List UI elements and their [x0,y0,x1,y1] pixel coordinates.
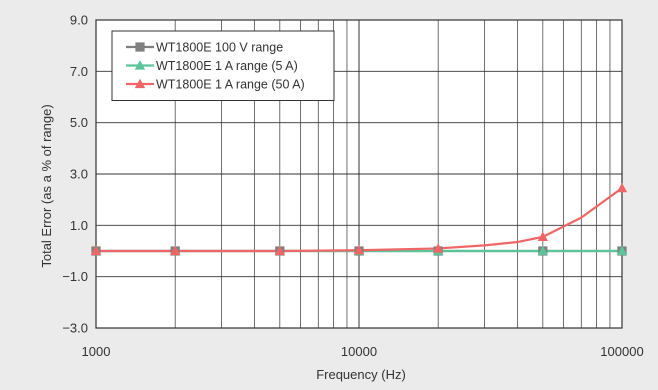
legend-label-1: WT1800E 1 A range (5 A) [156,59,298,73]
y-tick-label-4: 5.0 [70,115,88,130]
y-tick-label-2: 1.0 [70,218,88,233]
plot-frame [95,19,623,329]
y-axis-title: Total Error (as a % of range) [39,104,54,267]
series-2-point-0 [90,245,102,256]
y-tick-label-5: 7.0 [70,64,88,79]
legend-marker-0 [135,42,145,52]
series-2 [96,187,623,253]
series-1-point-5 [537,245,549,256]
series-2-point-4 [432,243,444,253]
y-tick-label-3: 3.0 [70,167,88,182]
series-2-point-2 [274,245,286,256]
series-2-point-1 [169,245,181,256]
legend-marker-2 [134,78,146,89]
x-axis-title: Frequency (Hz) [316,367,406,382]
legend-label-0: WT1800E 100 V range [156,41,283,55]
legend-label-2: WT1800E 1 A range (50 A) [156,78,305,92]
series-2-point-9 [616,182,628,193]
y-tick-label-1: −1.0 [62,269,88,284]
x-tick-label-1: 10000 [341,344,377,359]
series-2-point-3 [353,245,365,255]
x-tick-label-0: 1000 [82,344,111,359]
y-tick-label-6: 9.0 [70,13,88,28]
legend-marker-1 [134,60,146,70]
series-line-2 [96,187,623,253]
series-markers-2 [90,182,628,256]
series-1-point-6 [616,245,628,256]
series-2-point-7 [537,231,549,242]
y-tick-label-0: −3.0 [62,321,88,336]
x-tick-label-2: 100000 [600,344,643,359]
